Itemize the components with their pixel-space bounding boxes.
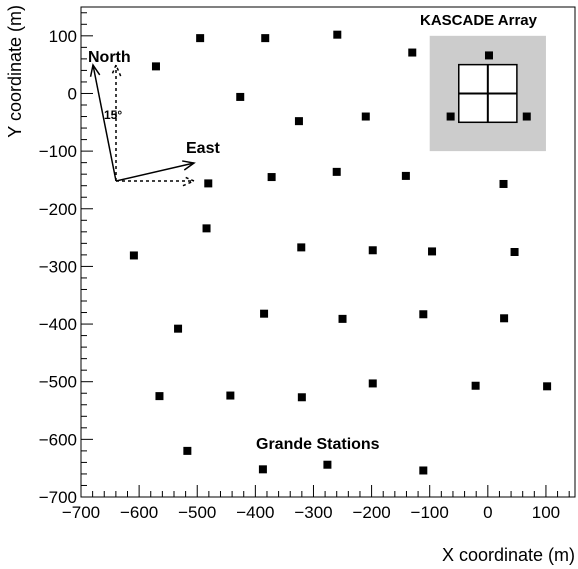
compass-arrows (89, 63, 196, 187)
x-axis-ticks: −700 −600 −500 −400 −300 −200 −100 0 100 (62, 485, 570, 522)
station-marker (155, 392, 164, 401)
station-marker (471, 381, 480, 390)
station-marker (202, 224, 211, 233)
station-marker (196, 34, 205, 43)
station-marker (510, 248, 519, 256)
station-marker (419, 466, 428, 475)
x-tick-label: −100 (411, 503, 449, 522)
station-marker (522, 112, 531, 121)
station-marker (297, 393, 306, 402)
station-marker (484, 51, 493, 60)
y-tick-label: −500 (39, 373, 77, 392)
station-marker (261, 34, 270, 43)
station-marker (258, 465, 267, 474)
north-arrow-head (89, 63, 101, 77)
station-marker (368, 246, 377, 255)
station-marker (401, 171, 410, 180)
x-tick-label: 0 (483, 503, 492, 522)
dashed-east-reference-arrow (116, 175, 196, 187)
station-marker (294, 117, 303, 126)
y-tick-label: −700 (39, 488, 77, 507)
x-axis-title: X coordinate (m) (442, 545, 575, 565)
station-marker (297, 243, 306, 252)
y-tick-label: −300 (39, 257, 77, 276)
y-axis-ticks: −700 −600 −500 −400 −300 −200 −100 0 100 (39, 12, 93, 507)
y-tick-label: 0 (68, 84, 77, 103)
east-arrow (115, 160, 196, 182)
dashed-north-reference-arrow (110, 63, 122, 181)
station-marker (267, 173, 276, 182)
station-marker (368, 379, 377, 388)
east-arrow-shaft (115, 162, 195, 182)
grande-stations-label: Grande Stations (256, 436, 380, 453)
station-marker (333, 30, 342, 39)
station-marker (226, 391, 235, 400)
x-tick-label: −400 (236, 503, 274, 522)
x-tick-label: −500 (178, 503, 216, 522)
north-arrow (89, 63, 117, 182)
station-marker (446, 112, 455, 121)
station-marker (236, 92, 245, 101)
station-marker (323, 460, 332, 469)
station-marker (419, 310, 428, 319)
station-marker (332, 167, 341, 176)
station-marker (361, 112, 370, 121)
x-tick-label: −300 (294, 503, 332, 522)
north-label: North (88, 49, 131, 66)
x-tick-label: −700 (62, 503, 100, 522)
station-marker (543, 382, 552, 391)
kascade-array-label: KASCADE Array (420, 12, 538, 29)
y-tick-label: −400 (39, 315, 77, 334)
east-label: East (186, 140, 220, 157)
station-marker (204, 179, 213, 188)
x-tick-label: −600 (120, 503, 158, 522)
plot-frame (80, 6, 576, 498)
x-tick-label: −200 (352, 503, 390, 522)
east-arrow-head (182, 160, 196, 171)
station-marker (151, 62, 160, 71)
y-tick-label: −100 (39, 142, 77, 161)
y-axis-title: Y coordinate (m) (5, 5, 25, 138)
station-marker (338, 314, 347, 323)
station-marker (129, 251, 138, 260)
plot-border (80, 6, 576, 498)
dashed-north-reference-arrow-head (110, 63, 122, 77)
y-tick-label: 100 (49, 27, 77, 46)
station-markers (129, 30, 552, 475)
north-arrow-shaft (92, 64, 117, 182)
station-marker (499, 179, 508, 188)
station-marker (260, 309, 269, 318)
station-marker (428, 247, 437, 256)
y-tick-label: −600 (39, 430, 77, 449)
station-marker (183, 446, 192, 455)
x-tick-label: 100 (532, 503, 560, 522)
dashed-east-reference-arrow-head (182, 175, 196, 187)
station-marker (408, 48, 417, 57)
angle-label: 15° (104, 108, 122, 122)
y-tick-label: −200 (39, 200, 77, 219)
station-marker (174, 324, 183, 333)
station-marker (500, 314, 509, 323)
